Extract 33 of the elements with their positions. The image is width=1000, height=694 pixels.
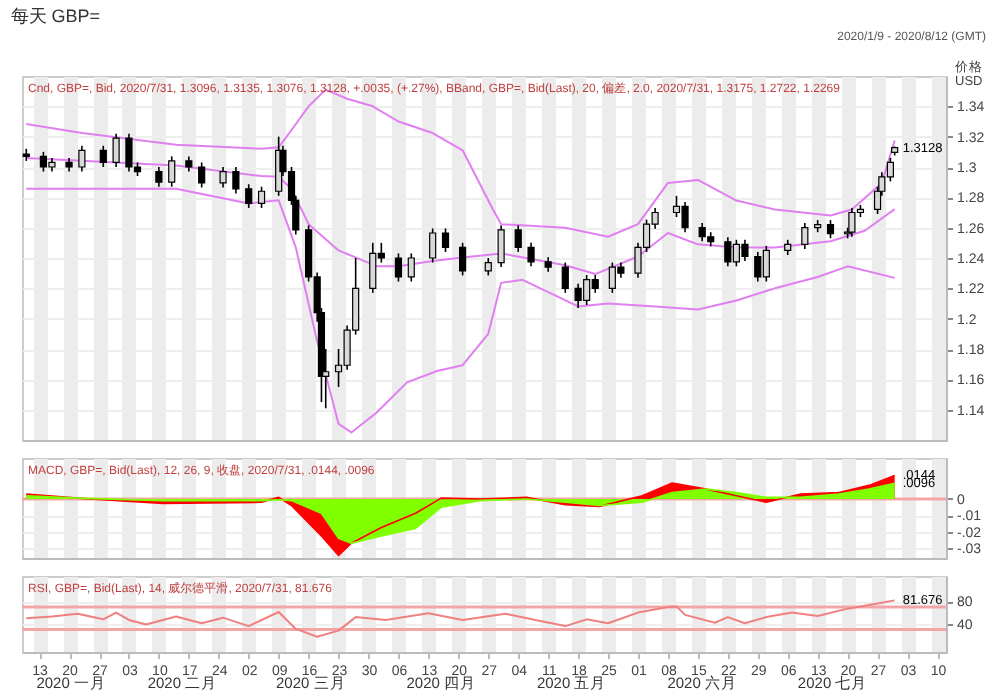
candlestick <box>724 236 732 268</box>
candlestick <box>514 224 522 253</box>
candlestick <box>698 222 706 243</box>
candlestick <box>257 185 266 209</box>
candlestick <box>198 161 206 189</box>
candlestick <box>369 242 377 294</box>
candlestick <box>168 155 176 188</box>
candlestick <box>125 132 133 173</box>
candlestick <box>497 224 505 268</box>
candlestick <box>78 144 86 173</box>
candlestick <box>99 144 107 168</box>
line-series <box>25 599 896 638</box>
candlestick <box>394 252 403 283</box>
candlestick <box>762 245 770 283</box>
candlestick <box>801 222 809 250</box>
candlestick <box>232 166 240 195</box>
candlestick <box>527 242 535 268</box>
candlestick <box>561 261 569 294</box>
candlestick <box>681 201 689 234</box>
candlestick <box>219 166 227 189</box>
candlestick <box>441 227 450 253</box>
candlestick <box>459 242 467 277</box>
chart-title: 每天 GBP= <box>10 6 101 26</box>
candlestick <box>826 219 835 240</box>
candlestick <box>429 227 437 264</box>
candlestick <box>407 252 415 283</box>
candlestick <box>245 183 253 209</box>
candlestick <box>754 251 762 283</box>
line-series <box>25 187 896 434</box>
candlestick <box>574 282 582 309</box>
candlestick <box>741 239 749 262</box>
candlestick <box>155 166 163 188</box>
candlestick <box>112 132 120 168</box>
